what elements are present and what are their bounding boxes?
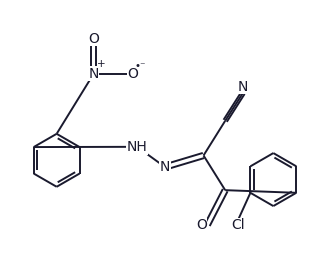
- Text: +: +: [97, 59, 106, 69]
- Text: O: O: [88, 32, 99, 46]
- Text: N: N: [160, 160, 170, 174]
- Text: O: O: [127, 67, 138, 80]
- Text: N: N: [238, 80, 248, 94]
- Text: O: O: [196, 218, 207, 232]
- Text: NH: NH: [127, 140, 148, 154]
- Text: •⁻: •⁻: [134, 61, 146, 71]
- Text: N: N: [88, 67, 99, 80]
- Text: Cl: Cl: [232, 218, 245, 232]
